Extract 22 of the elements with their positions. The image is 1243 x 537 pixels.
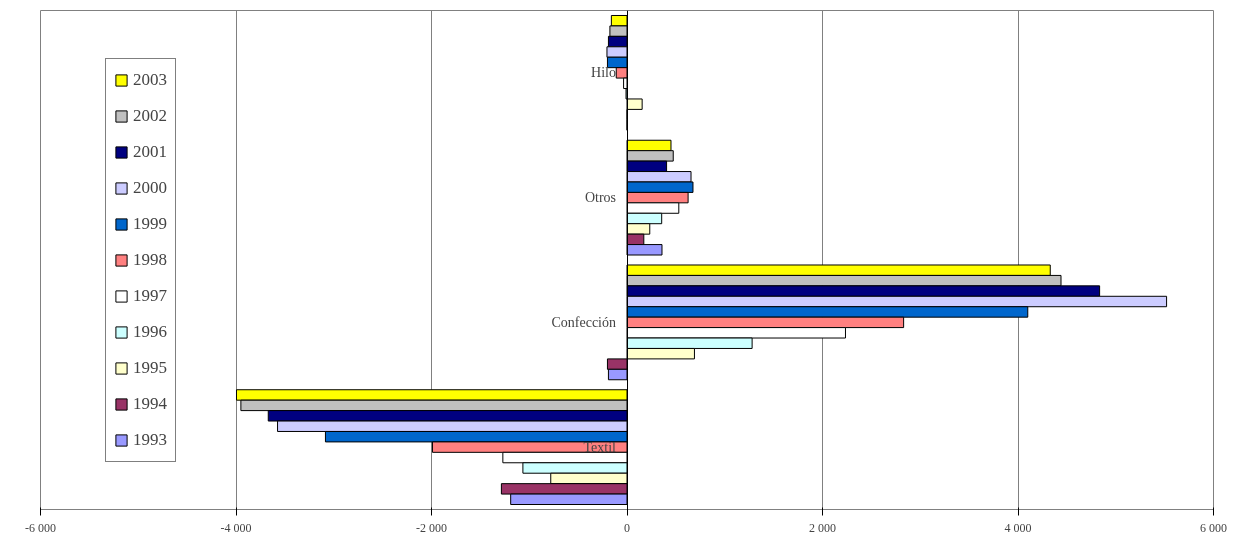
y-tick-label: Textil: [583, 439, 617, 455]
legend-label: 2003: [133, 68, 167, 91]
y-tick-label: Hilo: [591, 65, 616, 81]
x-tick-label: -4 000: [220, 520, 252, 535]
x-tick-label: 2 000: [809, 520, 836, 535]
legend-label: 2002: [133, 104, 167, 127]
y-tick-label: Confección: [551, 314, 616, 330]
legend-label: 1995: [133, 356, 167, 379]
legend-label: 1997: [133, 284, 167, 307]
legend-label: 2000: [133, 176, 167, 199]
legend-label: 1998: [133, 248, 167, 271]
x-tick-label: 0: [624, 520, 630, 535]
legend-label: 1996: [133, 320, 167, 343]
legend-label: 1999: [133, 212, 167, 235]
x-tick-label: 4 000: [1004, 520, 1032, 535]
legend-label: 1994: [133, 392, 167, 415]
legend-label: 1993: [133, 428, 167, 451]
x-tick-label: 6 000: [1200, 520, 1227, 535]
legend-label: 2001: [133, 140, 167, 163]
x-tick-label: -6 000: [25, 520, 56, 535]
x-tick-label: -2 000: [416, 520, 447, 535]
y-tick-label: Otros: [584, 190, 617, 206]
